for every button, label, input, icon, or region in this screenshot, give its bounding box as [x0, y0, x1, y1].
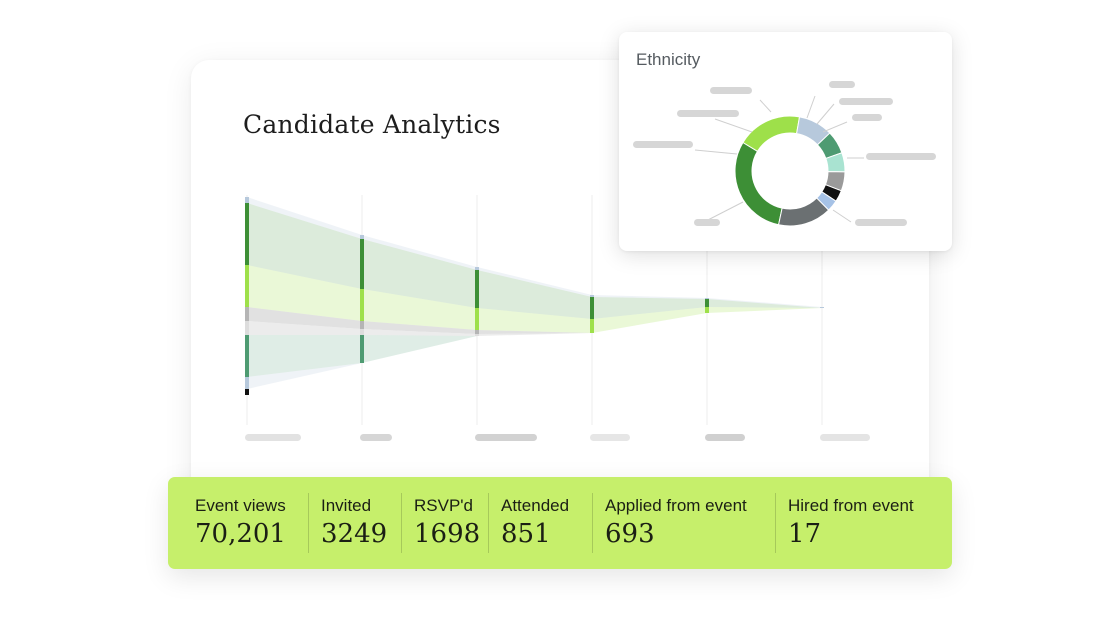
stat-label: RSVP'd — [414, 496, 473, 515]
funnel-segment — [245, 389, 249, 395]
stat-divider — [592, 493, 593, 553]
x-axis-label-placeholder — [475, 434, 537, 441]
funnel-segment — [245, 321, 249, 335]
funnel-segment — [245, 265, 249, 307]
legend-label-placeholder — [855, 219, 907, 226]
x-axis-label-placeholder — [705, 434, 745, 441]
funnel-segment — [360, 235, 364, 239]
leader-line — [703, 201, 744, 223]
page-title: Candidate Analytics — [243, 110, 501, 139]
funnel-band — [247, 308, 822, 336]
funnel-segment — [360, 329, 364, 335]
stat-value: 70,201 — [195, 519, 286, 549]
donut-slice — [742, 115, 801, 152]
funnel-segment — [820, 307, 824, 308]
funnel-segment — [360, 239, 364, 289]
stat-label: Hired from event — [788, 496, 914, 515]
leader-line — [714, 118, 753, 133]
leader-line — [816, 103, 835, 125]
funnel-segment — [590, 295, 594, 297]
funnel-segment — [475, 334, 479, 336]
legend-label-placeholder — [829, 81, 855, 88]
funnel-segment — [590, 319, 594, 333]
stat-label: Invited — [321, 496, 372, 515]
legend-label-placeholder — [677, 110, 739, 117]
x-axis-label-placeholder — [360, 434, 392, 441]
funnel-segment — [245, 377, 249, 389]
stat-divider — [401, 493, 402, 553]
stat-divider — [775, 493, 776, 553]
stat-value: 693 — [605, 519, 655, 549]
legend-label-placeholder — [852, 114, 882, 121]
legend-label-placeholder — [839, 98, 893, 105]
stat-divider — [488, 493, 489, 553]
leader-line — [822, 121, 848, 133]
leader-line — [759, 99, 772, 113]
ethnicity-title: Ethnicity — [636, 50, 701, 69]
x-axis-label-placeholder — [590, 434, 630, 441]
stat-label: Applied from event — [605, 496, 747, 515]
donut-slice — [777, 197, 830, 227]
stat-label: Event views — [195, 496, 286, 515]
stat-value: 1698 — [414, 519, 481, 549]
x-axis-label-placeholder — [820, 434, 870, 441]
funnel-segment — [360, 289, 364, 321]
ethnicity-card: Ethnicity — [619, 32, 952, 251]
stat-value: 17 — [788, 519, 822, 549]
x-axis-label-placeholder — [245, 434, 301, 441]
funnel-segment — [475, 330, 479, 334]
funnel-segment — [475, 308, 479, 330]
funnel-segment — [475, 270, 479, 308]
funnel-segment — [475, 267, 479, 270]
leader-line — [806, 95, 816, 119]
funnel-segment — [705, 298, 709, 299]
funnel-segment — [590, 297, 594, 319]
stat-value: 3249 — [321, 519, 388, 549]
donut-slice — [734, 141, 783, 226]
funnel-band — [247, 307, 822, 334]
funnel-segment — [245, 197, 249, 203]
stat-divider — [308, 493, 309, 553]
funnel-segment — [245, 335, 249, 377]
funnel-segment — [245, 203, 249, 265]
leader-line — [832, 209, 852, 223]
funnel-segment — [245, 307, 249, 321]
stats-bar: Event views 70,201 Invited 3249 RSVP'd 1… — [168, 477, 952, 569]
legend-label-placeholder — [710, 87, 752, 94]
funnel-band — [247, 265, 822, 333]
stat-label: Attended — [501, 496, 570, 515]
funnel-segment — [360, 321, 364, 329]
legend-label-placeholder — [694, 219, 720, 226]
funnel-segment — [705, 307, 709, 313]
funnel-band — [247, 203, 822, 319]
stat-value: 851 — [501, 519, 551, 549]
legend-label-placeholder — [633, 141, 693, 148]
ethnicity-donut-chart — [633, 81, 936, 227]
funnel-segment — [705, 299, 709, 307]
leader-line — [694, 149, 738, 155]
legend-label-placeholder — [866, 153, 936, 160]
funnel-segment — [360, 335, 364, 363]
